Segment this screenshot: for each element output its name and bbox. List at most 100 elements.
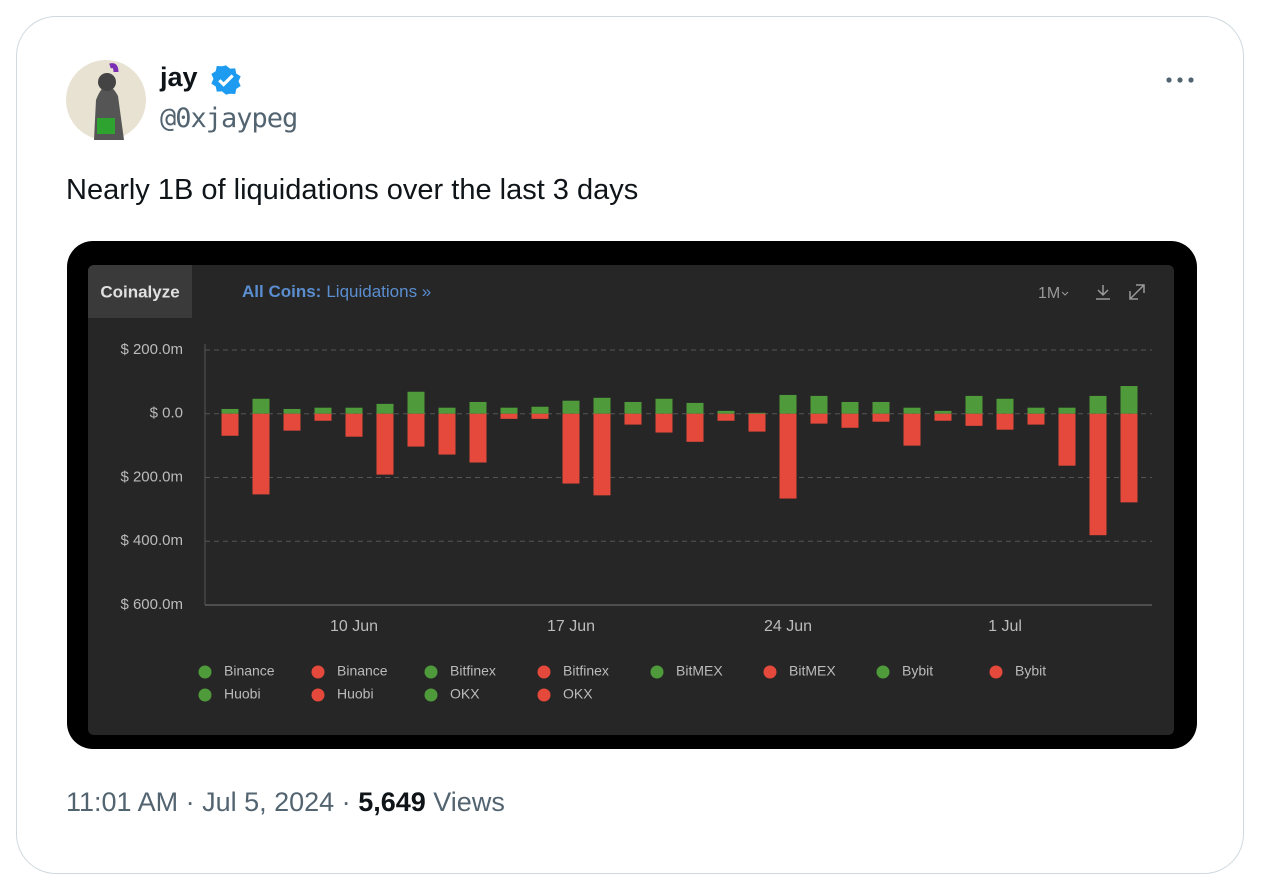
bar [283,408,301,414]
tweet-footer: 11:01 AM · Jul 5, 2024 · 5,649 Views [66,787,505,818]
legend-dot [650,665,664,679]
bar [686,413,704,442]
legend-label: Binance [337,663,388,679]
bar [624,413,642,425]
chart-title: All Coins: Liquidations » [242,282,431,301]
x-tick-label: 1 Jul [988,618,1022,635]
legend-dot [198,665,212,679]
bar [655,398,673,414]
legend-label: Bybit [1015,663,1046,679]
legend-dot [198,688,212,702]
bar [1027,413,1045,425]
legend-label: OKX [563,686,593,702]
bar [314,413,332,421]
bar [1089,413,1107,536]
bar [376,403,394,414]
bar [934,413,952,421]
legend-label: Bitfinex [563,663,609,679]
more-button[interactable] [1164,70,1196,90]
bar [1120,413,1138,503]
legend-dot [311,688,325,702]
expand-icon[interactable] [1129,284,1145,300]
bar [779,394,797,414]
tweet-text: Nearly 1B of liquidations over the last … [66,174,639,206]
bar [593,413,611,496]
bar [469,413,487,463]
download-icon[interactable] [1096,285,1110,300]
title-prefix: All Coins: [242,282,321,301]
bar [500,413,518,419]
avatar[interactable] [66,60,146,140]
range-caret [1061,291,1069,296]
bar [252,398,270,414]
bar [965,413,983,426]
bar [748,412,766,414]
y-tick-label: $ 400.0m [120,532,183,549]
bar [903,407,921,414]
x-tick-label: 17 Jun [547,618,595,635]
author-handle[interactable]: @0xjaypeg [160,103,298,134]
legend-label: BitMEX [676,663,723,679]
legend-dot [424,688,438,702]
legend-label: Bybit [902,663,933,679]
bar [717,413,735,421]
bar [562,413,580,484]
chart: Coinalyze All Coins: Liquidations » 1M $ … [88,265,1174,735]
bar [221,408,239,414]
bar [221,413,239,436]
bar [841,413,859,428]
legend-dot [537,688,551,702]
y-tick-label: $ 200.0m [120,341,183,358]
bar [562,400,580,414]
bar [903,413,921,446]
bar [717,410,735,414]
bar [345,407,363,414]
bar [965,395,983,414]
legend-dot [424,665,438,679]
view-count: 5,649 [358,787,426,817]
bar [1058,407,1076,414]
bar [438,413,456,455]
legend-label: Binance [224,663,275,679]
timestamp[interactable]: 11:01 AM · Jul 5, 2024 · [66,787,351,817]
bar [872,401,890,414]
source-label: Coinalyze [100,282,179,301]
bar [686,402,704,414]
bar [1058,413,1076,466]
bar [531,406,549,414]
bar [531,413,549,419]
range-button[interactable]: 1M [1038,285,1060,302]
bar [1120,386,1138,414]
bar [500,407,518,414]
bar [655,413,673,433]
title: Liquidations » [326,282,431,301]
legend-label: Huobi [224,686,261,702]
bar [624,401,642,414]
legend-dot [311,665,325,679]
bar [314,407,332,414]
y-tick-label: $ 600.0m [120,596,183,613]
legend-label: Huobi [337,686,374,702]
legend-dot [876,665,890,679]
bar [252,413,270,495]
bar [779,413,797,499]
bar [593,397,611,414]
bar [438,407,456,414]
bar [810,413,828,424]
bar [810,395,828,414]
bar [469,401,487,414]
legend-dot [989,665,1003,679]
legend-dot [537,665,551,679]
x-tick-label: 10 Jun [330,618,378,635]
bar [283,413,301,431]
bar [872,413,890,422]
legend-dot [763,665,777,679]
bar [407,391,425,414]
author-name[interactable]: jay [160,62,198,92]
legend-label: OKX [450,686,480,702]
bar [1089,395,1107,414]
y-tick-label: $ 0.0 [150,405,183,422]
verified-badge [211,65,241,95]
bar [934,410,952,414]
